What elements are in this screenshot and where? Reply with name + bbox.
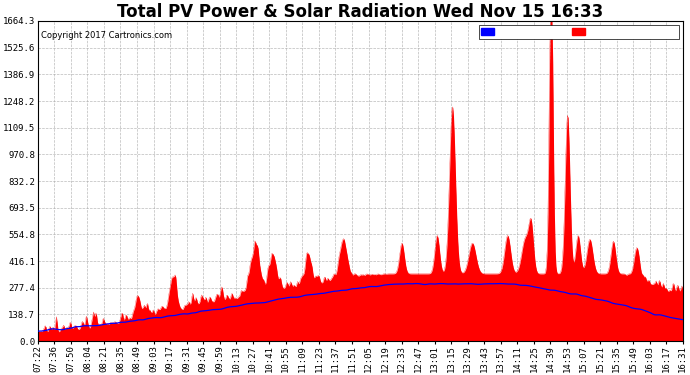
Legend: Radiation (W/m2), PV Panels (DC Watts): Radiation (W/m2), PV Panels (DC Watts) (479, 25, 678, 39)
Text: Copyright 2017 Cartronics.com: Copyright 2017 Cartronics.com (41, 30, 172, 39)
Title: Total PV Power & Solar Radiation Wed Nov 15 16:33: Total PV Power & Solar Radiation Wed Nov… (117, 3, 603, 21)
